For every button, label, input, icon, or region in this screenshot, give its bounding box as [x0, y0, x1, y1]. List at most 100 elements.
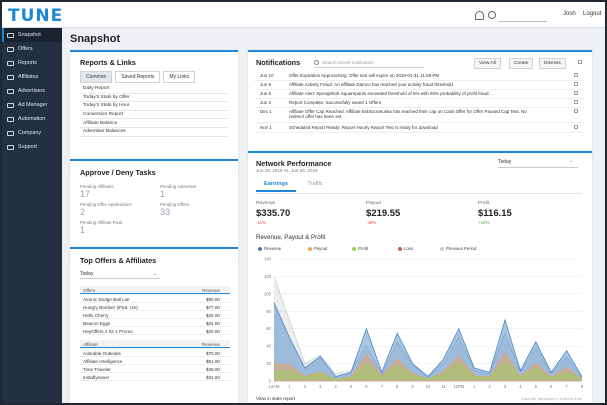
series-area-profit: [274, 361, 582, 381]
reports-card: Reports & Links Common Saved Reports My …: [70, 50, 238, 172]
tab-saved-reports[interactable]: Saved Reports: [115, 71, 161, 83]
legend-loss[interactable]: Loss: [398, 246, 413, 251]
table-row[interactable]: HeyOffers 2 for 1 Promo $20.00: [80, 327, 230, 335]
series-area-payout: [274, 353, 582, 381]
network-performance-card: Network Performance Jun 25, 2019 vs. Jun…: [248, 151, 592, 403]
sidebar-item-advertisers[interactable]: Advertisers: [2, 84, 62, 98]
x-tick-label: 7: [565, 384, 568, 389]
table-row[interactable]: Time Traveler $49.00: [80, 365, 230, 373]
legend-previous-period[interactable]: Previous Period: [440, 246, 476, 251]
notification-checkbox[interactable]: [574, 91, 578, 95]
notification-checkbox[interactable]: [574, 73, 578, 77]
logout-link[interactable]: Logout: [583, 11, 602, 17]
select-all-checkbox[interactable]: [578, 60, 582, 64]
report-link[interactable]: Conversion Report: [80, 111, 228, 120]
stats-report-link[interactable]: View in stats report: [256, 396, 295, 401]
sidebar-item-label: Company: [18, 130, 42, 136]
notification-row[interactable]: Nov 1 Scheduled Report Ready: Report Hour…: [254, 124, 584, 133]
search-icon[interactable]: [488, 11, 496, 19]
report-link[interactable]: Daily Report: [80, 85, 228, 94]
sidebar-item-label: Ad Manager: [18, 102, 48, 108]
sidebar-item-snapshot[interactable]: Snapshot: [2, 28, 62, 42]
user-name[interactable]: Josh: [563, 11, 576, 17]
stat-value[interactable]: 33: [160, 207, 171, 217]
report-link[interactable]: Advertiser Balances: [80, 128, 228, 137]
table-row[interactable]: Instaflyeaner $31.50: [80, 373, 230, 381]
sidebar-item-label: Support: [18, 144, 37, 150]
create-button[interactable]: Create: [509, 58, 534, 69]
notification-row[interactable]: Jun 3 Report Complete: Successfully saved…: [254, 99, 584, 108]
report-link[interactable]: Today's Stats by Hour: [80, 102, 228, 111]
legend-payout[interactable]: Payout: [308, 246, 327, 251]
affiliate-name: Instaflyeaner: [83, 374, 110, 380]
building-icon: [7, 130, 14, 136]
legend-label: Revenue: [264, 246, 282, 251]
notification-checkbox[interactable]: [574, 100, 578, 104]
view-all-button[interactable]: View All: [474, 58, 501, 69]
table-row[interactable]: Adorable Outlooks $70.00: [80, 349, 230, 357]
x-tick-label: 3: [504, 384, 507, 389]
table-row[interactable]: Beacon Eggs $24.00: [80, 319, 230, 327]
sidebar-item-ad-manager[interactable]: Ad Manager: [2, 98, 62, 112]
affiliate-revenue: $49.00: [205, 366, 220, 372]
notification-checkbox[interactable]: [574, 125, 578, 129]
sidebar-item-label: Advertisers: [18, 88, 45, 94]
sidebar-item-support[interactable]: Support: [2, 140, 62, 154]
page-title: Snapshot: [70, 33, 121, 45]
x-tick-label: 4: [519, 384, 522, 389]
legend-label: Previous Period: [446, 246, 477, 251]
offer-name: Atomic Dodge Ball Lite: [83, 296, 130, 302]
dismiss-button[interactable]: Dismiss: [539, 58, 566, 69]
notification-checkbox[interactable]: [574, 109, 578, 113]
notification-row[interactable]: Jun 9 Affiliate Activity Fraud: An affili…: [254, 81, 584, 90]
affiliates-table-header: Affiliate Revenue: [80, 340, 230, 348]
sidebar-item-affiliates[interactable]: Affiliates: [2, 70, 62, 84]
stat-value[interactable]: 1: [160, 189, 166, 199]
stat-value[interactable]: 2: [80, 207, 86, 217]
table-row[interactable]: Atomic Dodge Ball Lite $90.00: [80, 295, 230, 303]
column-header: Revenue: [201, 287, 220, 293]
network-period-select[interactable]: Today: [498, 159, 578, 168]
kpi-label: Profit: [478, 201, 490, 206]
notification-row[interactable]: Dec 1 Affiliate Offer Cap Reached: Affili…: [254, 108, 584, 123]
tune-logo[interactable]: TUNE: [8, 6, 64, 26]
notification-text: Offer Expiration Approaching: Offer test…: [289, 73, 440, 78]
stat-value[interactable]: 17: [80, 189, 91, 199]
tab-my-links[interactable]: My Links: [163, 71, 196, 83]
offer-revenue: $77.00: [205, 304, 220, 310]
legend-revenue[interactable]: Revenue: [258, 246, 281, 251]
bell-icon[interactable]: [475, 11, 484, 20]
revenue-chart[interactable]: 0 20 40 60 80 100 120 140 12AM 1 2 3 4 5 6 7 8 9 10 11 12PM 1…: [248, 253, 592, 395]
report-link[interactable]: Today's Stats by Offer: [80, 94, 228, 103]
search-input[interactable]: [499, 21, 547, 22]
stat-value[interactable]: 1: [80, 225, 86, 235]
sidebar-item-reports[interactable]: Reports: [2, 56, 62, 70]
sidebar-item-automation[interactable]: Automation: [2, 112, 62, 126]
x-tick-label: 2: [304, 384, 307, 389]
legend-profit[interactable]: Profit: [352, 246, 368, 251]
stat-label: Pending Affiliates: [80, 184, 114, 189]
table-row[interactable]: Hello Cherry $26.00: [80, 311, 230, 319]
table-row[interactable]: Affiliate Intelligence $51.00: [80, 357, 230, 365]
notification-row[interactable]: Jun 8 Affiliate Alert: Spongebob Squarepa…: [254, 90, 584, 99]
notification-row[interactable]: Jun 10 Offer Expiration Approaching: Offe…: [254, 72, 584, 81]
offer-name: Hello Cherry: [83, 312, 109, 318]
tab-earnings[interactable]: Earnings: [256, 181, 296, 192]
x-tick-label: 11: [441, 384, 446, 389]
network-date-range: Jun 25, 2019 vs. Jun 26, 2019: [256, 168, 318, 173]
period-select[interactable]: Today: [80, 271, 160, 279]
kpi-change: -38%: [366, 220, 377, 225]
sidebar-item-company[interactable]: Company: [2, 126, 62, 140]
tab-common[interactable]: Common: [80, 71, 113, 83]
sidebar-item-offers[interactable]: Offers: [2, 42, 62, 56]
table-row[interactable]: Hungry Bomber (iPad, US) $77.00: [80, 303, 230, 311]
report-link[interactable]: Affiliate Balance: [80, 119, 228, 128]
y-tick-label: 140: [264, 257, 272, 262]
kpi-value: $335.70: [256, 208, 291, 219]
notification-search-input[interactable]: Search recent notification: [314, 60, 424, 68]
legend-dot: [258, 246, 262, 251]
kpi-value: $116.15: [478, 208, 512, 219]
tab-traffic[interactable]: Traffic: [307, 181, 323, 187]
top-bar: TUNE Josh Logout: [2, 2, 605, 28]
notification-checkbox[interactable]: [574, 82, 578, 86]
